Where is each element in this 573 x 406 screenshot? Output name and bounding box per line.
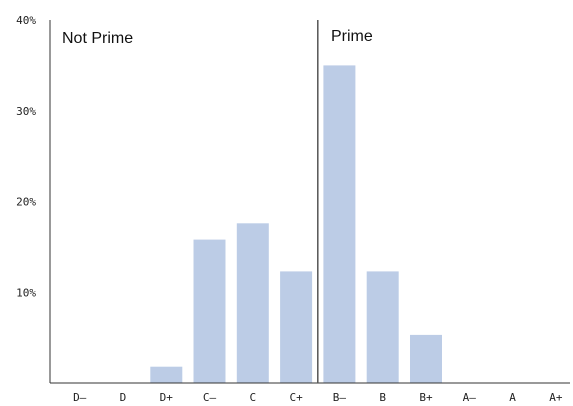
x-tick-label: A	[509, 391, 516, 404]
bar	[236, 223, 269, 383]
x-tick-label: B+	[419, 391, 433, 404]
bar	[410, 334, 442, 383]
x-tick-label: D–	[73, 391, 87, 404]
x-tick-labels: D– D D+ C– C C+ B– B B+ A– A A+	[73, 391, 563, 404]
y-tick-label: 20%	[16, 196, 36, 209]
y-tick-label: 30%	[16, 105, 36, 118]
x-tick-label: B	[379, 391, 386, 404]
bar	[280, 271, 313, 383]
bar	[193, 239, 226, 383]
x-tick-label: A–	[463, 391, 477, 404]
x-tick-label: D+	[160, 391, 174, 404]
x-tick-label: B–	[333, 391, 347, 404]
bar	[366, 271, 399, 383]
x-tick-label: D	[120, 391, 127, 404]
bar	[323, 65, 356, 384]
x-tick-label: C–	[203, 391, 217, 404]
y-tick-label: 40%	[16, 14, 36, 27]
x-tick-label: C	[249, 391, 256, 404]
y-tick-labels: 10% 20% 30% 40%	[16, 14, 36, 299]
prime-label: Prime	[331, 28, 373, 45]
y-tick-label: 10%	[16, 286, 36, 299]
x-tick-label: A+	[549, 391, 563, 404]
not-prime-label: Not Prime	[62, 30, 133, 47]
x-tick-label: C+	[289, 391, 303, 404]
bars-group	[150, 65, 442, 384]
bar	[150, 366, 183, 383]
